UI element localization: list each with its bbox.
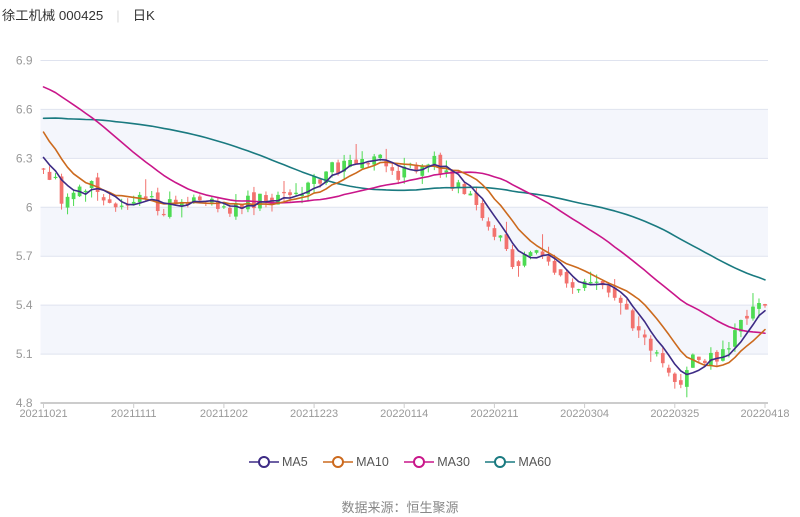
- svg-text:20220418: 20220418: [741, 408, 790, 420]
- svg-text:6.6: 6.6: [16, 102, 33, 116]
- svg-text:6.3: 6.3: [16, 151, 33, 165]
- svg-text:20211111: 20211111: [111, 408, 157, 420]
- svg-text:20220211: 20220211: [470, 408, 518, 420]
- svg-text:5.4: 5.4: [16, 298, 33, 312]
- svg-text:20220114: 20220114: [380, 408, 428, 420]
- svg-text:6.9: 6.9: [16, 54, 33, 68]
- svg-text:20220304: 20220304: [560, 408, 609, 420]
- svg-text:20211223: 20211223: [290, 408, 338, 420]
- svg-text:20211021: 20211021: [19, 408, 67, 420]
- svg-text:20211202: 20211202: [200, 408, 248, 420]
- svg-text:20220325: 20220325: [650, 408, 699, 420]
- svg-text:6: 6: [26, 200, 33, 214]
- svg-text:5.1: 5.1: [16, 347, 33, 361]
- svg-text:5.7: 5.7: [16, 249, 33, 263]
